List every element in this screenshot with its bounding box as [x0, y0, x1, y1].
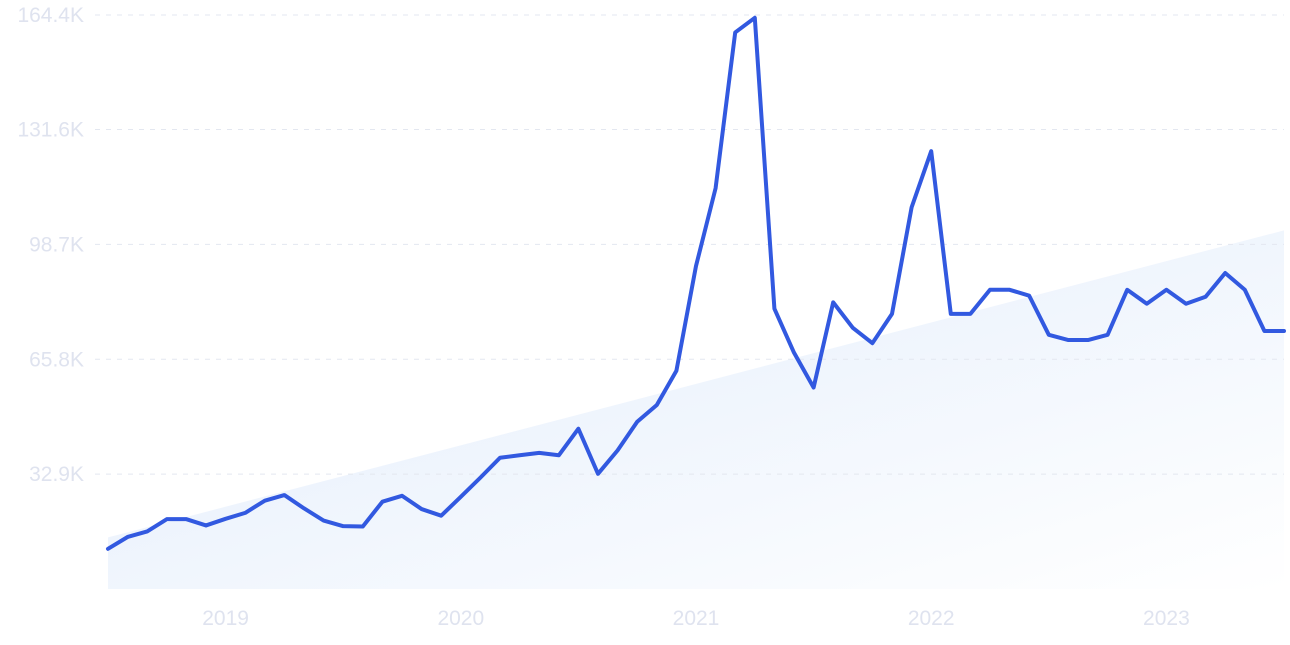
data-point — [204, 523, 208, 527]
data-point — [988, 288, 992, 292]
data-point — [792, 351, 796, 355]
x-tick-label: 2023 — [1143, 607, 1190, 630]
data-point — [1145, 302, 1149, 306]
data-point — [380, 500, 384, 504]
data-point — [812, 386, 816, 390]
data-point — [459, 495, 463, 499]
data-point — [420, 507, 424, 511]
trend-area — [108, 230, 1284, 589]
data-point — [1223, 271, 1227, 275]
data-point — [322, 519, 326, 523]
data-point — [1125, 288, 1129, 292]
y-tick-label: 98.7K — [29, 233, 84, 256]
data-point — [616, 448, 620, 452]
y-tick-label: 32.9K — [29, 463, 84, 486]
data-point — [1243, 288, 1247, 292]
data-point — [674, 369, 678, 373]
x-tick-label: 2021 — [673, 607, 720, 630]
data-point — [831, 300, 835, 304]
data-point — [968, 312, 972, 316]
data-point — [106, 547, 110, 551]
data-point — [361, 525, 365, 529]
data-point — [557, 453, 561, 457]
data-point — [929, 149, 933, 153]
y-tick-label: 65.8K — [29, 348, 84, 371]
data-point — [282, 493, 286, 497]
data-point — [851, 326, 855, 330]
data-point — [1204, 295, 1208, 299]
data-point — [655, 403, 659, 407]
data-point — [1164, 288, 1168, 292]
data-point — [341, 524, 345, 528]
y-tick-label: 131.6K — [17, 119, 84, 142]
data-point — [1262, 329, 1266, 333]
data-point — [890, 312, 894, 316]
data-point — [302, 506, 306, 510]
data-point — [145, 529, 149, 533]
data-point — [165, 517, 169, 521]
data-point — [478, 476, 482, 480]
data-point — [400, 494, 404, 498]
data-point — [537, 451, 541, 455]
data-point — [753, 16, 757, 20]
data-point — [1008, 288, 1012, 292]
x-tick-label: 2019 — [202, 607, 249, 630]
data-point — [772, 307, 776, 311]
data-point — [243, 511, 247, 515]
data-point — [518, 453, 522, 457]
data-point — [576, 427, 580, 431]
data-point — [1047, 333, 1051, 337]
data-point — [1027, 294, 1031, 298]
data-point — [439, 514, 443, 518]
data-point — [1282, 329, 1286, 333]
data-point — [596, 472, 600, 476]
data-point — [126, 535, 130, 539]
data-point — [714, 186, 718, 190]
data-point — [224, 517, 228, 521]
data-point — [184, 517, 188, 521]
data-point — [1184, 302, 1188, 306]
x-tick-label: 2022 — [908, 607, 955, 630]
data-point — [1066, 338, 1070, 342]
data-point — [694, 264, 698, 268]
data-point — [263, 499, 267, 503]
data-point — [949, 312, 953, 316]
data-point — [870, 341, 874, 345]
data-point — [498, 456, 502, 460]
data-point — [1086, 338, 1090, 342]
data-point — [1106, 333, 1110, 337]
series-line — [106, 15, 1286, 551]
x-tick-label: 2020 — [437, 607, 484, 630]
data-point — [635, 420, 639, 424]
data-point — [733, 30, 737, 34]
data-point — [910, 205, 914, 209]
y-tick-label: 164.4K — [17, 4, 84, 27]
